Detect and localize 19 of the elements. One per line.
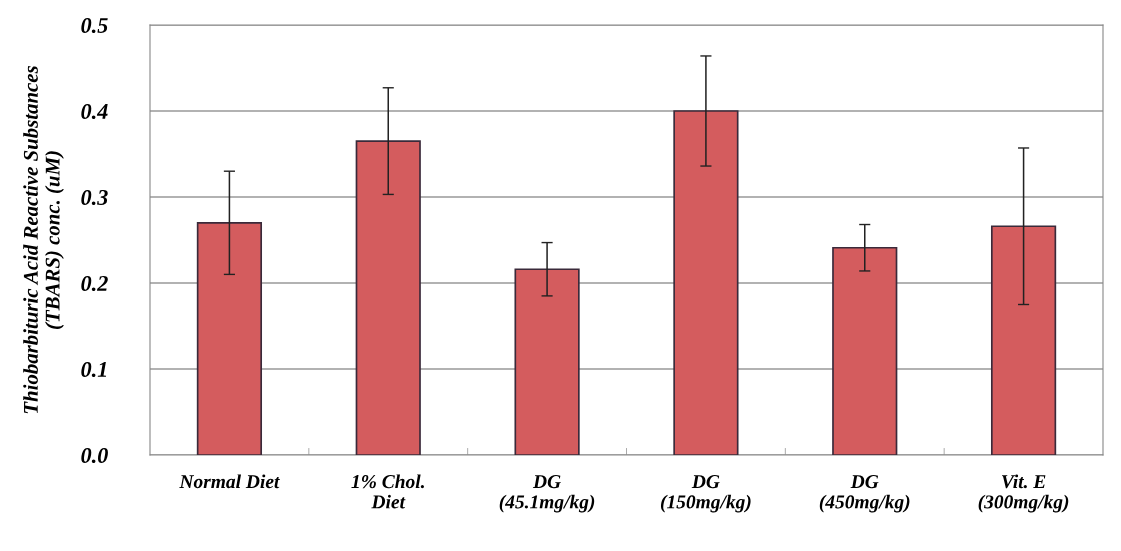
x-tick-label: DG (45.1mg/kg) xyxy=(499,475,595,513)
x-tick-label: DG (150mg/kg) xyxy=(660,475,751,513)
y-tick-label: 0.4 xyxy=(81,103,108,120)
bar xyxy=(832,246,898,455)
y-tick-label: 0.3 xyxy=(81,189,108,206)
y-tick-label: 0.5 xyxy=(81,17,108,34)
y-tick-label: 0.1 xyxy=(81,361,107,378)
x-tick-label: Normal Diet xyxy=(179,474,280,489)
bar xyxy=(355,140,421,455)
y-axis-title: Thiobarbituric Acid Reactive Substances (TBARS) conc. (uM) xyxy=(23,65,64,414)
x-tick-label: Vit. E (300mg/kg) xyxy=(978,474,1069,513)
bar xyxy=(990,225,1057,455)
bar xyxy=(673,110,739,455)
x-tick-label: DG (450mg/kg) xyxy=(819,475,910,513)
bar xyxy=(196,221,263,455)
bar xyxy=(514,268,580,455)
y-tick-label: 0.0 xyxy=(81,447,108,464)
y-tick-label: 0.2 xyxy=(81,275,108,292)
x-tick-label: 1% Chol. Diet xyxy=(351,474,424,509)
